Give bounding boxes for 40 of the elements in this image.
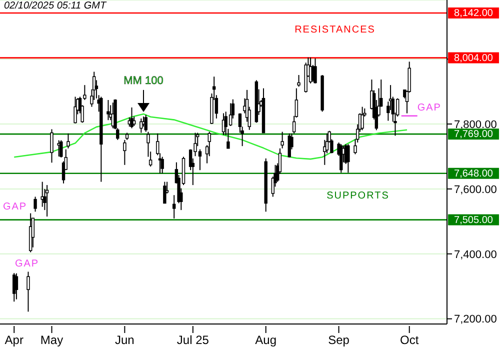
candlestick: [228, 102, 232, 126]
candlestick: [130, 106, 134, 129]
annotation: GAP: [2, 202, 28, 213]
candlestick: [172, 194, 176, 219]
annotation: GAP: [14, 258, 40, 270]
x-tick-label: Oct: [400, 333, 420, 347]
y-tick-label: 7,400.00: [454, 248, 497, 261]
candlestick: [14, 272, 18, 300]
ref-line-label: 8,004.00: [454, 52, 494, 64]
annotation: SUPPORTS: [326, 190, 390, 202]
ref-line-label: 7,648.00: [454, 168, 494, 180]
x-tick-label: Jun: [115, 333, 134, 347]
candlestick: [346, 144, 350, 174]
text: MM 100: [124, 74, 164, 87]
candlestick: [160, 156, 164, 174]
candlestick: [26, 271, 30, 312]
candlestick: [34, 196, 37, 212]
annotation: GAP: [417, 102, 442, 114]
annotation: 02/10/2025 05:11 GMT: [4, 0, 107, 12]
y-tick-label: 7,600.00: [454, 184, 497, 196]
candlestick: [123, 139, 126, 166]
ref-line-label: 8,142.00: [454, 8, 494, 20]
candlestick: [297, 74, 300, 88]
candlestick: [62, 160, 66, 184]
candlestick: [66, 132, 70, 149]
candlestick: [50, 128, 54, 164]
candlestick: [360, 106, 364, 131]
y-tick-label: 7,200.00: [454, 314, 497, 326]
y-tick-label: 7,800.00: [454, 118, 497, 131]
x-tick-label: Apr: [4, 333, 24, 347]
candlestick: [163, 181, 166, 204]
x-tick-label: Sep: [328, 333, 350, 347]
candlestick: [60, 140, 63, 158]
x-tick-label: Aug: [255, 333, 277, 347]
ref-line-label: 7,769.00: [454, 129, 494, 140]
ref-line-label: 7,505.00: [454, 214, 494, 226]
annotation: RESISTANCES: [294, 24, 376, 36]
candlestick: [280, 131, 284, 149]
x-tick-label: Jul 25: [176, 333, 210, 347]
x-tick-label: May: [40, 333, 64, 347]
